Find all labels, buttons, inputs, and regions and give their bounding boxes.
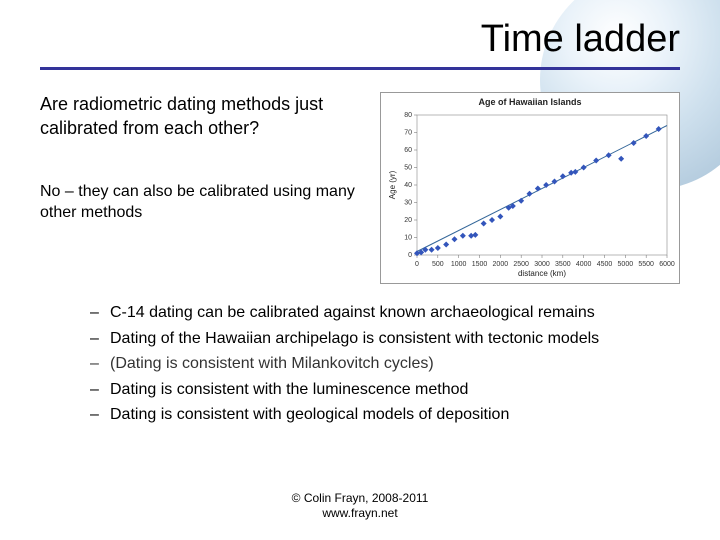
svg-text:0: 0	[408, 252, 412, 259]
svg-text:1000: 1000	[451, 261, 467, 268]
svg-text:3000: 3000	[534, 261, 550, 268]
svg-text:Age (yr): Age (yr)	[388, 170, 397, 199]
title-block: Time ladder	[40, 18, 680, 70]
svg-text:40: 40	[404, 182, 412, 189]
chart-title: Age of Hawaiian Islands	[385, 97, 675, 107]
answer-text: No – they can also be calibrated using m…	[40, 181, 364, 224]
scatter-chart: 0500100015002000250030003500400045005000…	[385, 109, 675, 279]
svg-text:6000: 6000	[659, 261, 675, 268]
svg-text:70: 70	[404, 130, 412, 137]
copyright-text: © Colin Frayn, 2008-2011	[0, 491, 720, 507]
svg-text:1500: 1500	[472, 261, 488, 268]
svg-text:4000: 4000	[576, 261, 592, 268]
svg-text:0: 0	[415, 261, 419, 268]
svg-text:5000: 5000	[618, 261, 634, 268]
svg-text:3500: 3500	[555, 261, 571, 268]
svg-text:5500: 5500	[638, 261, 654, 268]
svg-text:distance (km): distance (km)	[518, 269, 566, 278]
content-row: Are radiometric dating methods just cali…	[40, 92, 680, 284]
svg-text:10: 10	[404, 235, 412, 242]
footer: © Colin Frayn, 2008-2011 www.frayn.net	[0, 491, 720, 522]
text-column: Are radiometric dating methods just cali…	[40, 92, 364, 224]
bullet-item: C-14 dating can be calibrated against kn…	[110, 302, 680, 324]
chart-container: Age of Hawaiian Islands 0500100015002000…	[380, 92, 680, 284]
bullet-item: (Dating is consistent with Milankovitch …	[110, 353, 680, 375]
svg-text:500: 500	[432, 261, 444, 268]
svg-text:4500: 4500	[597, 261, 613, 268]
svg-text:20: 20	[404, 217, 412, 224]
bullet-list: C-14 dating can be calibrated against kn…	[40, 302, 680, 426]
footer-url: www.frayn.net	[0, 506, 720, 522]
svg-text:30: 30	[404, 200, 412, 207]
slide-title: Time ladder	[481, 18, 680, 60]
question-text: Are radiometric dating methods just cali…	[40, 92, 364, 141]
slide-container: Time ladder Are radiometric dating metho…	[0, 0, 720, 540]
svg-text:80: 80	[404, 112, 412, 119]
svg-text:2000: 2000	[493, 261, 509, 268]
bullet-item: Dating is consistent with geological mod…	[110, 404, 680, 426]
svg-text:60: 60	[404, 147, 412, 154]
bullet-item: Dating of the Hawaiian archipelago is co…	[110, 328, 680, 350]
bullet-item: Dating is consistent with the luminescen…	[110, 379, 680, 401]
svg-text:2500: 2500	[513, 261, 529, 268]
svg-text:50: 50	[404, 165, 412, 172]
